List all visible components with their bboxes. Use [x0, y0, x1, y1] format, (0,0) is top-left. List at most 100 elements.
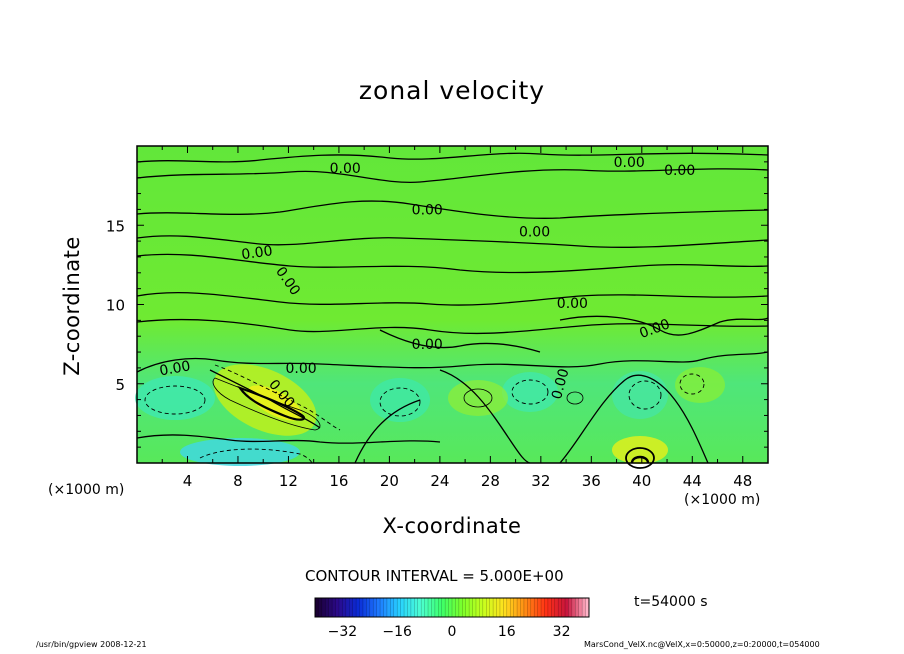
colorbar-swatch	[380, 598, 384, 617]
x-tick-label: 44	[683, 472, 702, 490]
colorbar-swatch	[434, 598, 439, 617]
contour-line	[136, 253, 769, 274]
colorbar-swatch	[472, 598, 477, 617]
colorbar-swatch	[523, 598, 528, 617]
plot-area: 0.00 0.00 0.00 0.00 0.00 0.00 0.00 0.00 0.00 0.00…	[106, 145, 769, 490]
contour-label: 0.00	[664, 163, 695, 179]
y-tick-label: 5	[115, 376, 125, 394]
x-tick-label: 16	[329, 472, 348, 490]
colorbar-swatch	[475, 598, 480, 617]
contour-line-negative	[144, 385, 206, 415]
velocity-min-blob-mid	[370, 378, 430, 422]
colorbar-swatch	[469, 598, 474, 617]
contour-line	[136, 200, 769, 219]
x-tick-label: 36	[582, 472, 601, 490]
velocity-min-blob-bottom	[180, 438, 300, 466]
colorbar-swatch	[393, 598, 398, 617]
colorbar-swatch	[424, 598, 429, 617]
contour-line	[136, 434, 441, 444]
colorbar-swatch	[582, 598, 587, 617]
colorbar-swatch	[565, 598, 569, 617]
chart-title: zonal velocity	[358, 76, 546, 105]
footer-left: /usr/bin/gpview 2008-12-21	[36, 640, 147, 649]
x-tick-label: 40	[632, 472, 651, 490]
contour-line	[439, 369, 531, 464]
velocity-max-blob-right	[675, 367, 725, 403]
x-unit-label-left: (×1000 m)	[48, 482, 125, 498]
colorbar-swatch	[578, 598, 583, 617]
colorbar-swatch	[458, 598, 463, 617]
colorbar-swatch	[510, 598, 515, 617]
colorbar-swatch	[482, 598, 487, 617]
contour-line-negative	[379, 387, 421, 417]
colorbar-swatch	[558, 598, 563, 617]
velocity-max-blob-center	[448, 380, 508, 416]
contour-label: 0.00	[412, 337, 443, 353]
contour-label: 0.00	[519, 225, 550, 241]
contour-line	[136, 168, 769, 184]
contour-line	[136, 291, 769, 306]
contour-label: 0.00	[240, 243, 273, 263]
colorbar-swatch	[404, 598, 408, 617]
contour-line	[136, 235, 769, 248]
colorbar-swatch	[428, 598, 432, 617]
colorbar-swatch	[421, 598, 426, 617]
colorbar-swatch	[325, 598, 330, 617]
colorbar-swatch	[390, 598, 395, 617]
colorbar-swatch	[414, 598, 419, 617]
x-tick-label: 4	[183, 472, 193, 490]
colorbar-swatch	[455, 598, 460, 617]
colorbar	[314, 597, 590, 618]
contour-line	[354, 399, 421, 464]
colorbar-swatch	[335, 598, 340, 617]
colorbar-swatch	[369, 598, 374, 617]
negative-contours	[144, 364, 705, 464]
colorbar-swatch	[489, 598, 494, 617]
contour-line-negative	[628, 380, 662, 410]
colorbar-swatch	[410, 598, 415, 617]
colorbar-swatch	[321, 598, 326, 617]
colorbar-swatch	[445, 598, 450, 617]
colorbar-swatch	[547, 598, 552, 617]
colorbar-swatch	[585, 598, 590, 617]
colorbar-tick-label: −16	[382, 624, 412, 640]
colorbar-swatch	[417, 598, 422, 617]
colorbar-swatch	[506, 598, 511, 617]
colorbar-swatch	[496, 598, 501, 617]
colorbar-swatch	[376, 598, 381, 617]
colorbar-swatch	[537, 598, 542, 617]
contour-label: 0.00	[330, 161, 361, 177]
contour-label: 0.00	[549, 367, 573, 401]
colorbar-swatch	[338, 598, 343, 617]
x-tick-label: 8	[233, 472, 243, 490]
colorbar-swatch	[530, 598, 535, 617]
colorbar-tick-label: 32	[552, 624, 571, 640]
colorbar-swatch	[315, 598, 319, 617]
contour-label: 0.00	[158, 358, 191, 379]
colorbar-swatch	[386, 598, 391, 617]
contour-line	[625, 447, 655, 469]
colorbar-swatch	[541, 598, 545, 617]
contour-line-thin	[566, 391, 584, 405]
colorbar-swatch	[332, 598, 337, 617]
y-ticks: 5 10 15	[106, 161, 768, 448]
contour-line-thin	[212, 377, 321, 431]
colorbar-tick-label: 16	[497, 624, 516, 640]
colorbar-swatch	[383, 598, 388, 617]
colorbar-swatch	[534, 598, 539, 617]
colorbar-swatch	[503, 598, 508, 617]
contour-line-negative	[214, 364, 341, 431]
contour-line-negative	[199, 448, 313, 464]
colorbar-swatch	[486, 598, 491, 617]
time-label: t=54000 s	[634, 594, 708, 610]
colorbar-swatch	[356, 598, 361, 617]
contour-label: 0.00	[557, 296, 588, 312]
contour-lines	[136, 152, 769, 469]
thin-contours	[212, 377, 584, 431]
velocity-min-blob-right	[502, 372, 558, 412]
velocity-min-blob-far	[612, 371, 668, 419]
colorbar-swatch	[366, 598, 371, 617]
colorbar-swatch	[431, 598, 436, 617]
colorbar-swatch	[441, 598, 446, 617]
